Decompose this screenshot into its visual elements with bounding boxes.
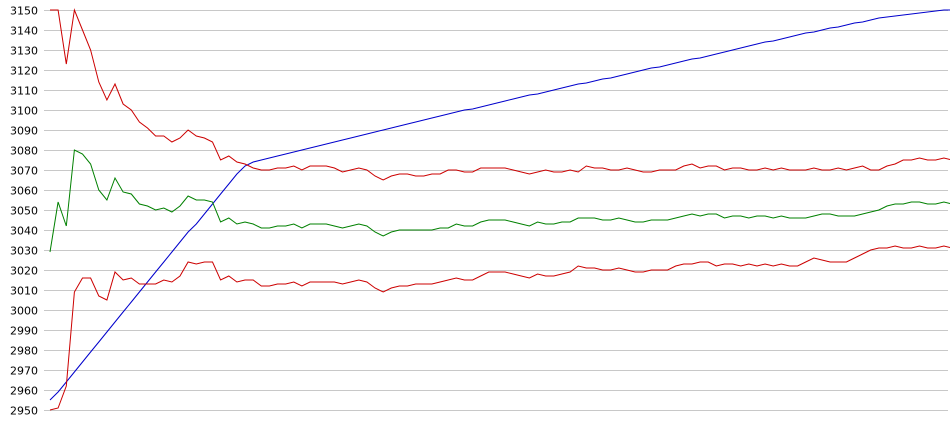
y-tick-label: 3040 <box>10 225 38 238</box>
y-tick-label: 3070 <box>10 165 38 178</box>
y-tick-label: 3140 <box>10 25 38 38</box>
series-lines <box>49 8 950 411</box>
y-tick-label: 2990 <box>10 325 38 338</box>
y-tick-label: 3100 <box>10 105 38 118</box>
y-tick-label: 3130 <box>10 45 38 58</box>
y-tick-label: 3000 <box>10 305 38 318</box>
series-line-4 <box>49 245 950 411</box>
y-tick-label: 2960 <box>10 385 38 398</box>
y-tick-label: 3080 <box>10 145 38 158</box>
y-tick-label: 3030 <box>10 245 38 258</box>
y-tick-label: 3010 <box>10 285 38 298</box>
series-line-1 <box>49 9 950 401</box>
y-axis-tick-labels: 2950 2960 2970 2980 2990 3000 3010 3020 3030 3040… <box>10 5 38 418</box>
y-tick-label: 3110 <box>10 85 38 98</box>
y-tick-label: 3050 <box>10 205 38 218</box>
y-tick-label: 3020 <box>10 265 38 278</box>
series-line-2 <box>50 8 950 181</box>
y-tick-label: 3090 <box>10 125 38 138</box>
y-tick-label: 2950 <box>10 405 38 418</box>
series-line-3 <box>49 149 950 253</box>
y-tick-label: 3150 <box>10 5 38 18</box>
y-tick-label: 2970 <box>10 365 38 378</box>
y-tick-label: 2980 <box>10 345 38 358</box>
y-tick-label: 3060 <box>10 185 38 198</box>
gridlines <box>44 10 948 411</box>
y-tick-label: 3120 <box>10 65 38 78</box>
